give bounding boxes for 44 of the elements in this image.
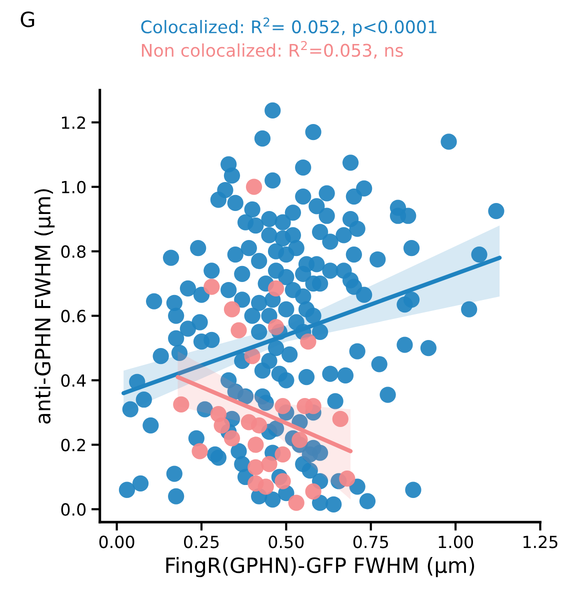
text: G: [20, 11, 34, 28]
y-tick-label: 0.2: [61, 438, 85, 452]
point: [274, 398, 291, 414]
point: [246, 178, 262, 195]
point: [292, 432, 308, 448]
x-tick-label: 1.25: [524, 536, 558, 548]
y-axis-title: anti-GPHN FWHM (µm): [34, 189, 55, 424]
x-tick-label: 0.50: [268, 536, 304, 548]
x-axis-title: FingR(GPHN)-GFP FWHM (µm): [166, 556, 474, 578]
point: [332, 410, 348, 428]
text: Non colocalized: R$^{2}$=0.053, ns: [142, 40, 403, 59]
x-tick-label: 0.00: [99, 536, 134, 548]
y-tick-label: 1.0: [62, 180, 86, 194]
point: [261, 456, 278, 472]
point: [204, 278, 220, 295]
text: Colocalized: R$^{2}$= 0.052, p<0.0001: [141, 18, 436, 37]
point: [274, 473, 291, 490]
point: [268, 319, 284, 336]
point: [339, 470, 356, 487]
point: [268, 280, 284, 296]
point: [230, 322, 247, 338]
y-tick-label: 0.8: [61, 245, 86, 258]
point: [224, 301, 240, 318]
point: [288, 494, 304, 511]
point: [248, 459, 264, 476]
y-tick-label: 0.0: [61, 503, 86, 516]
point: [305, 483, 322, 500]
point: [244, 348, 260, 364]
point: [274, 446, 291, 462]
point: [258, 478, 274, 495]
x-tick-label: 0.25: [184, 536, 219, 548]
point: [224, 430, 240, 446]
x-tick-label: 0.75: [353, 536, 388, 548]
point: [251, 417, 268, 434]
x-tick-label: 1.00: [438, 536, 473, 548]
point: [192, 443, 208, 460]
y-tick-label: 0.6: [61, 310, 86, 322]
point: [300, 334, 316, 350]
y-tick-label: 1.2: [62, 116, 85, 129]
point: [305, 398, 322, 414]
point: [214, 417, 230, 434]
point: [248, 436, 264, 453]
y-tick-label: 0.4: [61, 374, 86, 387]
point: [173, 396, 190, 413]
